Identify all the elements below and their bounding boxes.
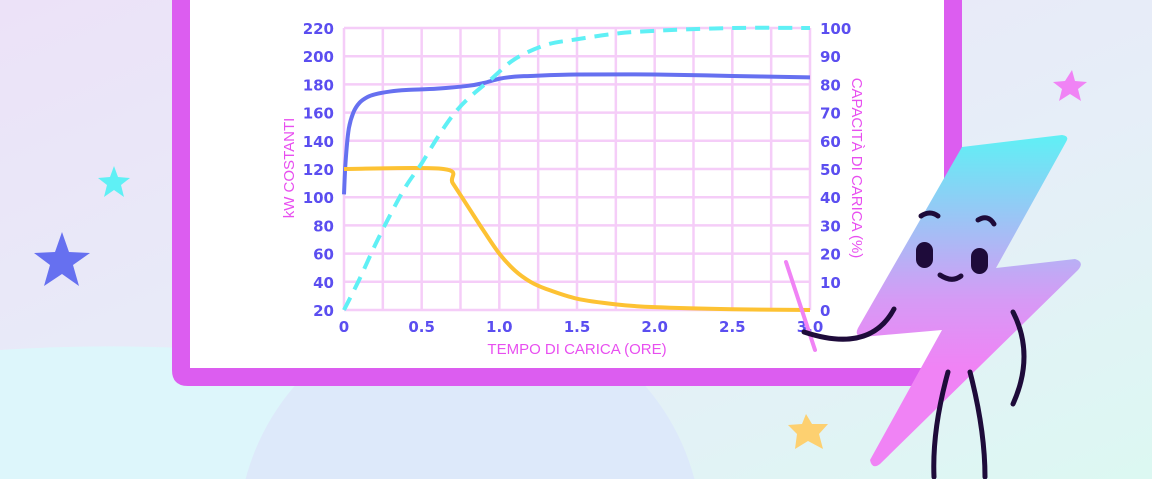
x-tick-label: 1.0 xyxy=(486,318,513,336)
series-line-1 xyxy=(343,165,811,312)
y2-tick-label: 80 xyxy=(820,76,841,94)
star-icon xyxy=(1053,70,1087,101)
chart: 0 0.5 1.0 1.5 2.0 2.5 3.0204060801001201401601… xyxy=(303,20,852,336)
y-tick-label: 100 xyxy=(303,189,334,207)
y-tick-label: 40 xyxy=(313,274,334,292)
y-tick-label: 20 xyxy=(313,302,334,320)
x-tick-label: 0.5 xyxy=(408,318,435,336)
x-tick-label: 2.0 xyxy=(641,318,668,336)
series-line-0 xyxy=(342,72,811,195)
x-tick-label: 2.5 xyxy=(719,318,746,336)
star-icon xyxy=(98,166,130,197)
y2-tick-label: 20 xyxy=(820,246,841,264)
board-surface xyxy=(190,0,944,368)
eye xyxy=(971,248,988,274)
y-tick-label: 220 xyxy=(303,20,334,38)
y-tick-label: 180 xyxy=(303,76,334,94)
series-line-2 xyxy=(342,25,811,311)
y-tick-label: 60 xyxy=(313,246,334,264)
y2-tick-label: 90 xyxy=(820,48,841,66)
y2-tick-label: 70 xyxy=(820,105,841,123)
x-axis-label: TEMPO DI CARICA (ORE) xyxy=(487,341,666,358)
y-tick-label: 120 xyxy=(303,161,334,179)
y2-tick-label: 0 xyxy=(820,302,830,320)
y2-tick-label: 60 xyxy=(820,133,841,151)
x-tick-label: 1.5 xyxy=(564,318,591,336)
y2-tick-label: 40 xyxy=(820,189,841,207)
eye xyxy=(916,242,933,268)
star-icon xyxy=(788,414,828,449)
y2-tick-label: 50 xyxy=(820,161,841,179)
x-tick-label: 0 xyxy=(339,318,349,336)
y2-axis-label: CAPACITÀ DI CARICA (%) xyxy=(848,78,865,259)
y-tick-label: 200 xyxy=(303,48,334,66)
lightning-mascot xyxy=(784,135,1081,479)
y-axis-label: kW COSTANTI xyxy=(281,118,298,219)
lightning-bolt-body xyxy=(856,135,1081,467)
y2-tick-label: 30 xyxy=(820,217,841,235)
y-tick-label: 140 xyxy=(303,133,334,151)
y2-tick-label: 100 xyxy=(820,20,851,38)
y-tick-label: 80 xyxy=(313,217,334,235)
star-icon xyxy=(34,232,90,286)
y2-tick-label: 10 xyxy=(820,274,841,292)
y-tick-label: 160 xyxy=(303,105,334,123)
